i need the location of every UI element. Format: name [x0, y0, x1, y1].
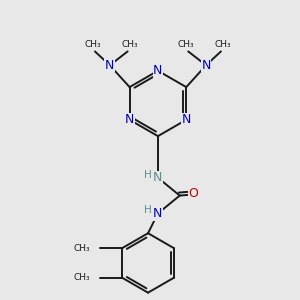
Text: CH₃: CH₃ — [85, 40, 101, 49]
Text: CH₃: CH₃ — [214, 40, 231, 49]
Text: N: N — [153, 207, 163, 220]
Text: CH₃: CH₃ — [74, 244, 91, 253]
Text: CH₃: CH₃ — [178, 40, 195, 49]
Text: O: O — [189, 187, 199, 200]
Text: CH₃: CH₃ — [121, 40, 138, 49]
Text: N: N — [105, 59, 115, 72]
Text: N: N — [153, 64, 163, 77]
Text: N: N — [182, 113, 191, 126]
Text: N: N — [201, 59, 211, 72]
Text: H: H — [144, 206, 152, 215]
Text: H: H — [144, 170, 152, 180]
Text: N: N — [153, 171, 163, 184]
Text: CH₃: CH₃ — [74, 273, 91, 282]
Text: N: N — [125, 113, 134, 126]
